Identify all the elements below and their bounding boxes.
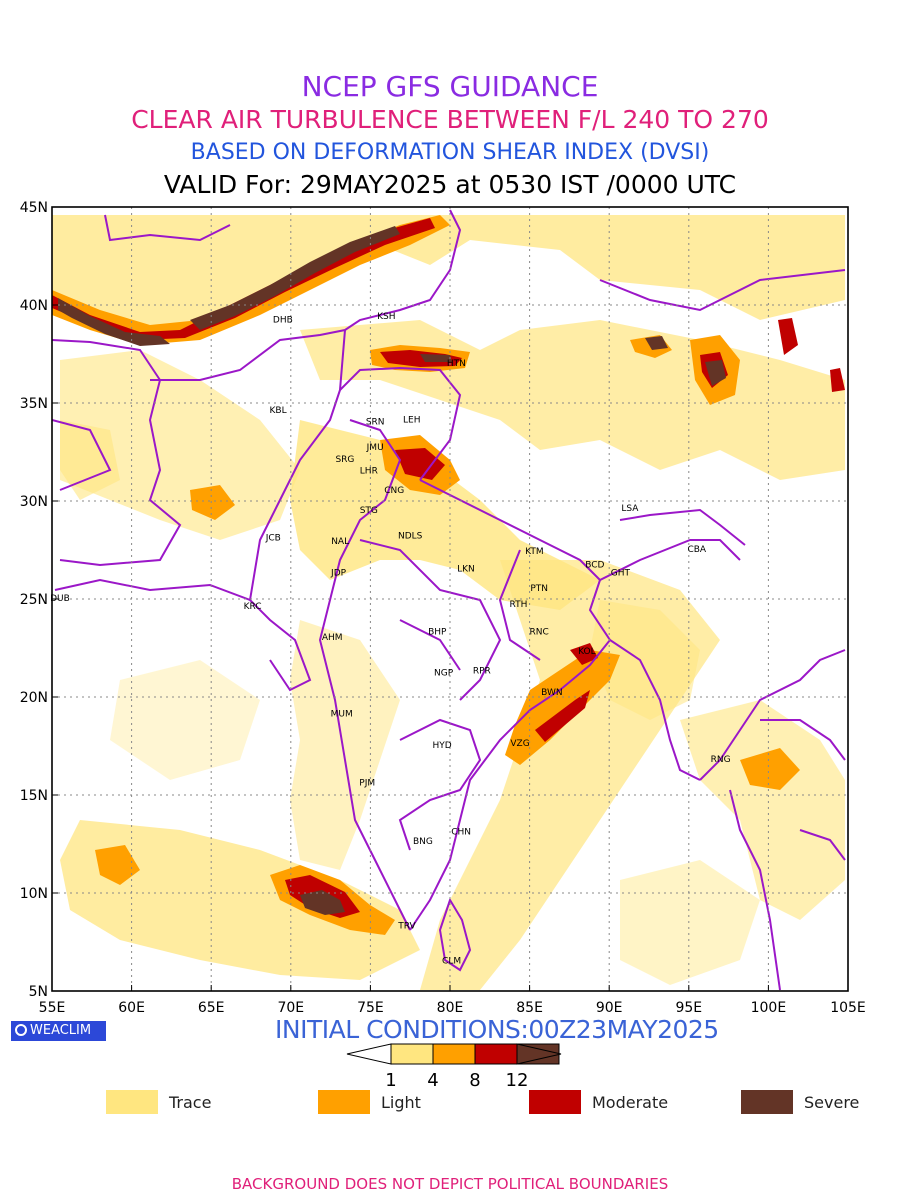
station-label-srg: SRG	[335, 455, 354, 465]
y-tick-label: 35N	[20, 396, 48, 412]
y-tick-label: 25N	[20, 592, 48, 608]
station-label-leh: LEH	[403, 416, 420, 426]
colorbar-upper-triangle	[516, 1043, 562, 1065]
station-label-kol: KOL	[578, 647, 596, 657]
initial-conditions: INITIAL CONDITIONS:00Z23MAY2025	[275, 1015, 719, 1044]
colorbar-lower-triangle	[346, 1043, 392, 1065]
y-tick-label: 45N	[20, 200, 48, 216]
station-label-jmu: JMU	[366, 443, 384, 453]
y-tick-label: 5N	[29, 984, 48, 1000]
station-label-bhp: BHP	[428, 627, 447, 637]
station-label-ngp: NGP	[434, 669, 454, 679]
x-tick-label: 95E	[675, 1000, 702, 1016]
station-label-bwn: BWN	[541, 688, 563, 698]
station-label-hyd: HYD	[432, 741, 451, 751]
colorbar-cell	[474, 1043, 518, 1065]
station-label-trv: TRV	[397, 921, 416, 931]
station-label-dhb: DHB	[273, 316, 293, 326]
station-label-ptn: PTN	[530, 584, 548, 594]
legend-label-trace: Trace	[169, 1093, 212, 1112]
x-tick-label: 85E	[516, 1000, 543, 1016]
map-canvas: 55E 60E 65E 70E 75E 80E 85E 90E 95E 100E 105E 45N 40…	[20, 200, 866, 1016]
severe-areas	[58, 226, 726, 915]
station-label-chn: CHN	[451, 827, 471, 837]
brand-label: WEACLIM	[30, 1023, 92, 1038]
station-label-bcd: BCD	[585, 561, 604, 571]
station-label-clm: CLM	[442, 957, 461, 967]
boundary-lines	[52, 209, 846, 991]
station-label-kbl: KBL	[270, 406, 287, 416]
x-tick-label: 60E	[118, 1000, 145, 1016]
y-tick-label: 15N	[20, 788, 48, 804]
station-label-mum: MUM	[331, 710, 353, 720]
turbulence-map: 55E 60E 65E 70E 75E 80E 85E 90E 95E 100E 105E 45N 40…	[20, 200, 866, 1016]
station-label-pjm: PJM	[359, 778, 375, 788]
y-tick-label: 20N	[20, 690, 48, 706]
station-label-rpr: RPR	[473, 667, 491, 677]
station-label-krc: KRC	[244, 602, 262, 612]
station-label-stg: STG	[360, 506, 378, 516]
station-label-cng: CNG	[384, 486, 404, 496]
axis-ticks: 55E 60E 65E 70E 75E 80E 85E 90E 95E 100E 105E 45N 40…	[20, 200, 866, 1016]
legend-swatch-light	[318, 1090, 370, 1114]
x-tick-label: 65E	[198, 1000, 225, 1016]
x-tick-label: 105E	[830, 1000, 866, 1016]
station-label-ahm: AHM	[322, 633, 343, 643]
colorbar: 1 4 8 12	[346, 1043, 562, 1090]
graticule	[52, 207, 848, 991]
colorbar-tick-label: 4	[427, 1070, 438, 1090]
station-label-rnc: RNC	[530, 627, 549, 637]
station-label-ndls: NDLS	[398, 531, 423, 541]
colorbar-tick-label: 1	[385, 1070, 396, 1090]
y-tick-label: 40N	[20, 298, 48, 314]
station-label-cba: CBA	[687, 545, 706, 555]
colorbar-tick-label: 12	[506, 1070, 529, 1090]
colorbar-tick-label: 8	[469, 1070, 480, 1090]
weaclim-logo: WEACLIM	[11, 1021, 106, 1041]
legend-label-severe: Severe	[804, 1093, 860, 1112]
station-labels: DHB KSH HTN KBL SRN LEH JMU SRG LHR CNG LSA STG JCB N…	[50, 312, 731, 967]
x-tick-label: 55E	[39, 1000, 66, 1016]
title-valid-time: VALID For: 29MAY2025 at 0530 IST /0000 U…	[163, 170, 737, 199]
station-label-jdp: JDP	[330, 569, 347, 579]
legend-label-moderate: Moderate	[592, 1093, 669, 1112]
x-tick-label: 75E	[357, 1000, 384, 1016]
station-label-rng: RNG	[711, 755, 731, 765]
station-label-bng: BNG	[413, 837, 433, 847]
x-tick-label: 100E	[751, 1000, 787, 1016]
footer-disclaimer: BACKGROUND DOES NOT DEPICT POLITICAL BOU…	[231, 1175, 669, 1193]
y-tick-label: 30N	[20, 494, 48, 510]
x-tick-label: 90E	[596, 1000, 623, 1016]
station-label-jcb: JCB	[265, 533, 281, 543]
station-label-nal: NAL	[331, 537, 349, 547]
station-label-rth: RTH	[510, 600, 528, 610]
title-product: CLEAR AIR TURBULENCE BETWEEN F/L 240 TO …	[131, 105, 769, 134]
legend-swatch-moderate	[529, 1090, 581, 1114]
x-tick-label: 80E	[437, 1000, 464, 1016]
station-label-lhr: LHR	[360, 467, 378, 477]
title-method: BASED ON DEFORMATION SHEAR INDEX (DVSI)	[190, 140, 710, 165]
weaclim-logo-icon	[15, 1024, 27, 1036]
station-label-htn: HTN	[447, 359, 466, 369]
station-label-srn: SRN	[366, 418, 385, 428]
colorbar-tick-labels: 1 4 8 12	[385, 1070, 528, 1090]
title-model: NCEP GFS GUIDANCE	[301, 70, 599, 103]
y-tick-label: 10N	[20, 886, 48, 902]
station-label-lkn: LKN	[457, 565, 475, 575]
legend-swatch-severe	[741, 1090, 793, 1114]
station-label-ksh: KSH	[377, 312, 395, 322]
colorbar-cell	[432, 1043, 476, 1065]
station-label-ght: GHT	[611, 569, 631, 579]
legend-label-light: Light	[381, 1093, 421, 1112]
turbulence-field	[52, 209, 846, 991]
x-tick-label: 70E	[277, 1000, 304, 1016]
legend-swatch-trace	[106, 1090, 158, 1114]
station-label-ktm: KTM	[525, 547, 543, 557]
station-label-dub: DUB	[50, 594, 70, 604]
station-label-vzg: VZG	[510, 739, 529, 749]
station-label-lsa: LSA	[621, 504, 639, 514]
colorbar-cell	[390, 1043, 434, 1065]
